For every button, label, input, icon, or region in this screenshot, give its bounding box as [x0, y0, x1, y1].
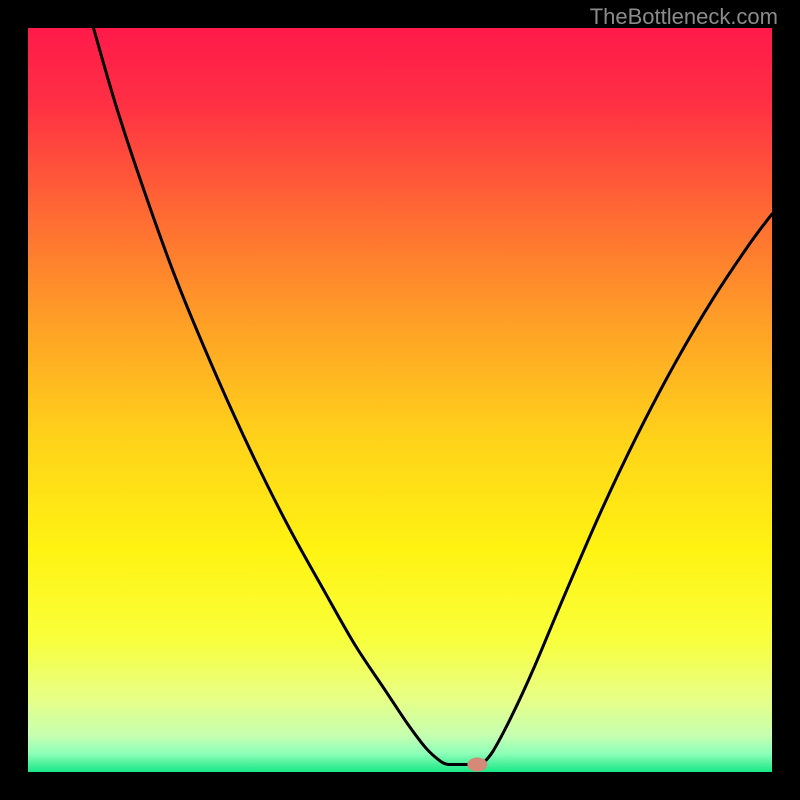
plot-area	[28, 28, 772, 772]
optimal-point-marker	[467, 758, 487, 772]
chart-frame: TheBottleneck.com	[0, 0, 800, 800]
bottleneck-chart	[28, 28, 772, 772]
watermark-text: TheBottleneck.com	[590, 4, 778, 30]
gradient-background	[28, 28, 772, 772]
